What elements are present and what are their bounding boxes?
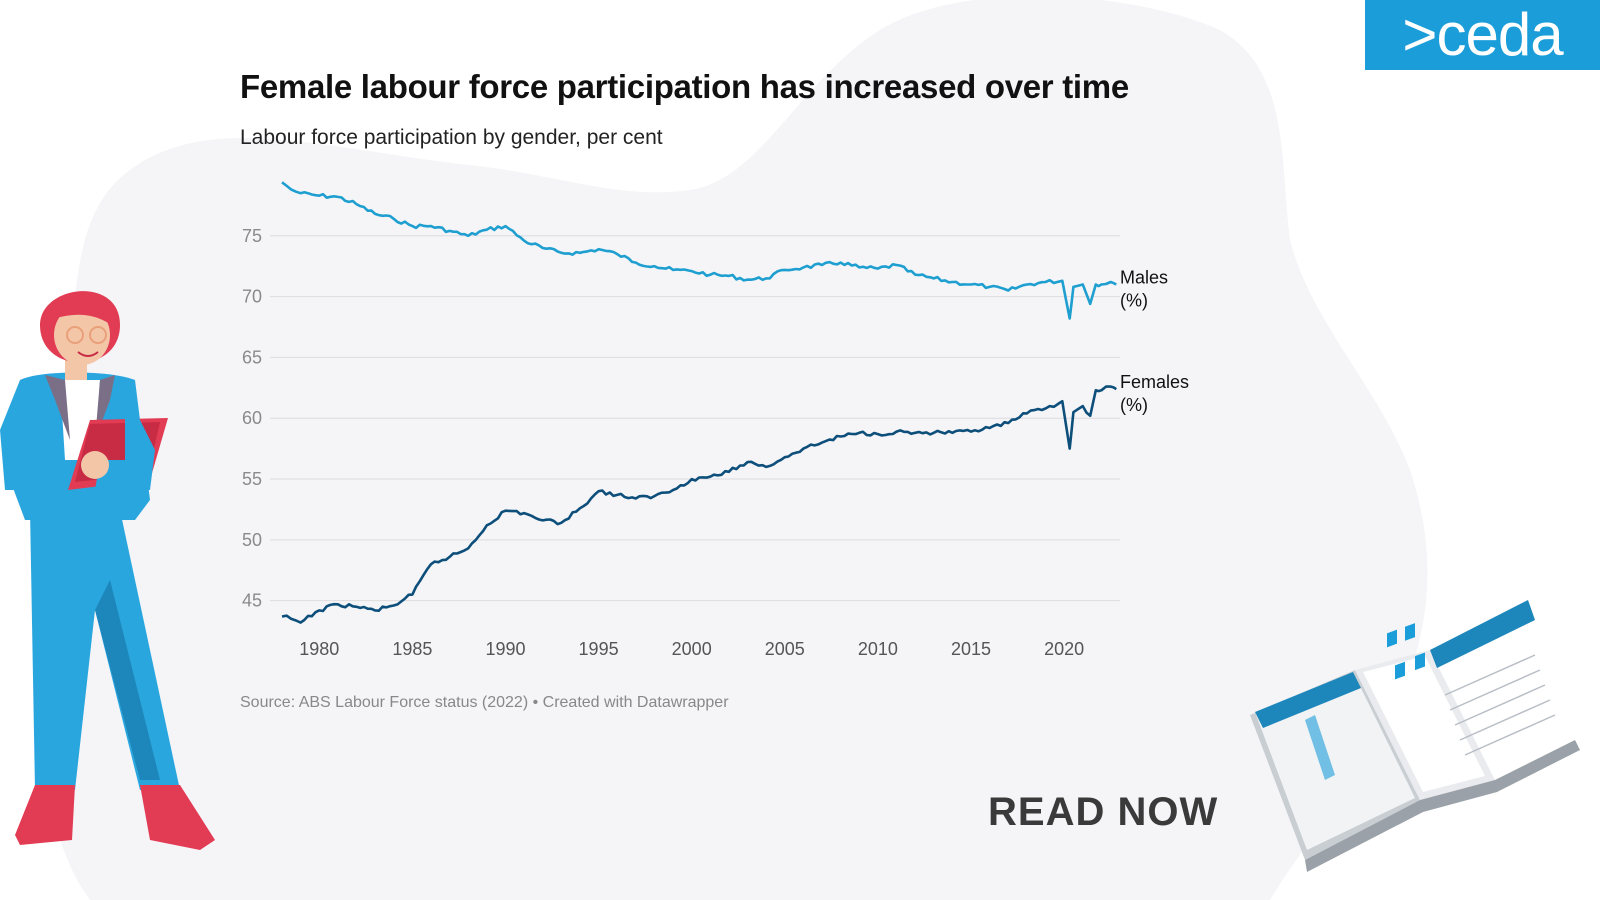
x-tick-label: 2005 [765, 639, 805, 659]
series-label: Females [1120, 372, 1189, 392]
y-tick-label: 50 [242, 530, 262, 550]
y-tick-label: 45 [242, 591, 262, 611]
x-tick-label: 1985 [392, 639, 432, 659]
report-booklet-illustration[interactable] [1245, 600, 1600, 890]
series-label: (%) [1120, 290, 1148, 310]
y-tick-label: 70 [242, 287, 262, 307]
read-now-button[interactable]: READ NOW [988, 790, 1219, 834]
x-tick-label: 1980 [299, 639, 339, 659]
ceda-logo[interactable]: >ceda [1365, 0, 1600, 70]
x-tick-label: 1995 [579, 639, 619, 659]
gridlines [270, 235, 1120, 602]
series-line-females [281, 385, 1117, 624]
source-note: Source: ABS Labour Force status (2022) •… [240, 694, 729, 711]
x-tick-label: 2020 [1044, 639, 1084, 659]
series-lines [281, 181, 1117, 624]
series-labels: Males (%) Females (%) [1120, 267, 1189, 415]
chart-title: Female labour force participation has in… [240, 68, 1129, 105]
y-tick-label: 65 [242, 347, 262, 367]
x-tick-label: 2010 [858, 639, 898, 659]
series-label: (%) [1120, 395, 1148, 415]
logo-text: >ceda [1402, 1, 1563, 68]
x-tick-label: 2015 [951, 639, 991, 659]
woman-illustration [0, 291, 215, 850]
x-tick-label: 2000 [672, 639, 712, 659]
y-axis-ticks: 45 50 55 60 65 70 75 [242, 226, 262, 611]
series-line-males [281, 181, 1117, 320]
y-tick-label: 55 [242, 469, 262, 489]
y-tick-label: 60 [242, 408, 262, 428]
y-tick-label: 75 [242, 226, 262, 246]
x-tick-label: 1990 [485, 639, 525, 659]
x-axis-ticks: 1980 1985 1990 1995 2000 2005 2010 2015 2020 [299, 639, 1084, 659]
series-label: Males [1120, 267, 1168, 287]
chart-subtitle: Labour force participation by gender, pe… [240, 126, 663, 149]
